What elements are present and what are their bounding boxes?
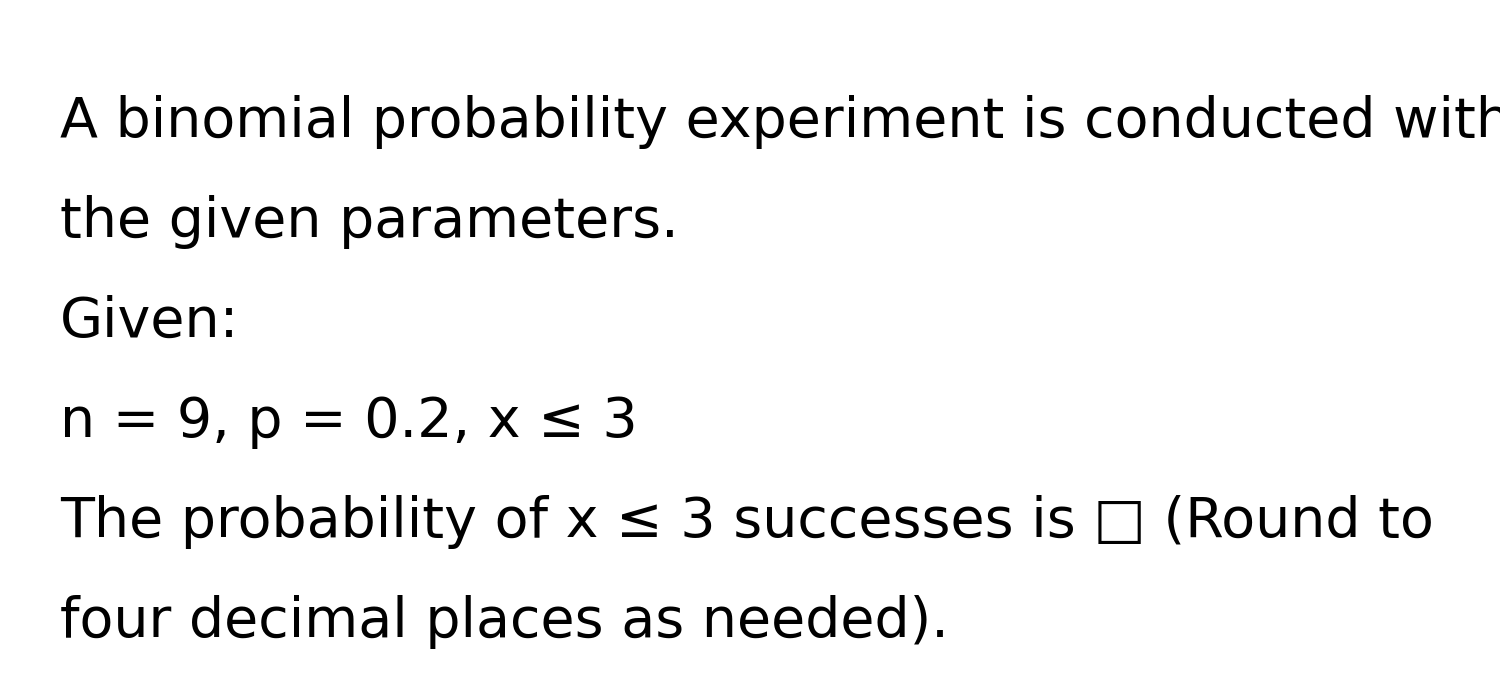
Text: Given:: Given: — [60, 295, 240, 349]
Text: n = 9, p = 0.2, x ≤ 3: n = 9, p = 0.2, x ≤ 3 — [60, 395, 638, 449]
Text: The probability of x ≤ 3 successes is □ (Round to: The probability of x ≤ 3 successes is □ … — [60, 495, 1434, 549]
Text: A binomial probability experiment is conducted with: A binomial probability experiment is con… — [60, 95, 1500, 149]
Text: the given parameters.: the given parameters. — [60, 195, 678, 249]
Text: four decimal places as needed).: four decimal places as needed). — [60, 595, 950, 649]
